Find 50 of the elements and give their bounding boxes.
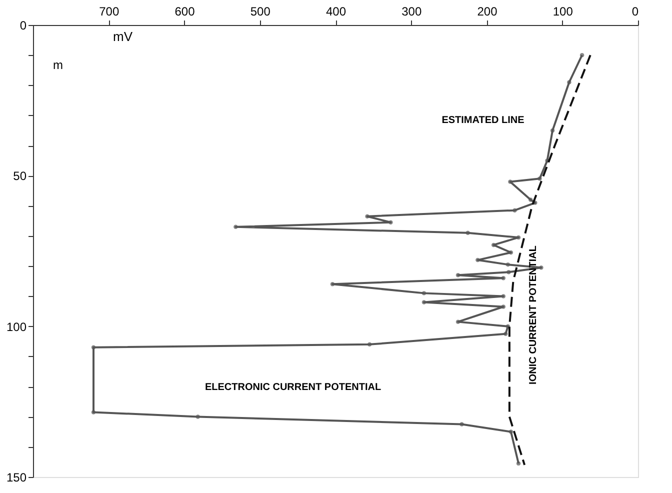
point [508,180,512,184]
point [580,53,584,58]
point [508,430,514,434]
point [91,345,96,350]
point [460,422,464,426]
point [567,80,572,84]
point [365,214,370,218]
point [506,270,511,274]
y-axis-title: m [53,58,63,72]
point [508,250,514,255]
point [516,461,521,466]
point [422,300,426,304]
point [538,176,542,181]
x-tick-label: 600 [174,4,196,18]
point [501,276,506,280]
point [501,304,506,309]
annotation: ESTIMATED LINE [442,115,525,126]
point [456,320,460,324]
point [388,220,393,224]
x-axis-title: mV [113,29,133,44]
point [506,262,510,267]
point [466,230,470,236]
y-tick-label: 150 [6,470,27,484]
y-tick-label: 50 [13,169,27,184]
point [504,332,508,336]
point [330,282,335,286]
point [367,342,372,347]
x-tick-label: 700 [99,4,120,18]
x-tick-label: 400 [326,4,346,18]
point [539,265,544,270]
x-tick-label: 500 [250,4,271,18]
point [456,272,460,278]
point [550,128,555,133]
point [501,294,506,298]
x-tick-label: 0 [632,4,639,18]
point [476,258,480,262]
point [528,198,533,202]
x-tick-label: 100 [552,4,574,18]
point [422,291,426,296]
point [196,414,200,419]
point [516,235,521,240]
point [234,224,238,230]
point [91,410,96,414]
annotation: ELECTRONIC CURRENT POTENTIAL [204,382,382,393]
annotation: IONIC CURRENT POTENTIAL [528,246,539,384]
point [512,208,517,212]
y-tick-label: 0 [20,18,27,32]
y-tick-label: 100 [6,320,27,334]
x-tick-label: 200 [477,4,498,18]
x-tick-label: 300 [402,4,422,18]
